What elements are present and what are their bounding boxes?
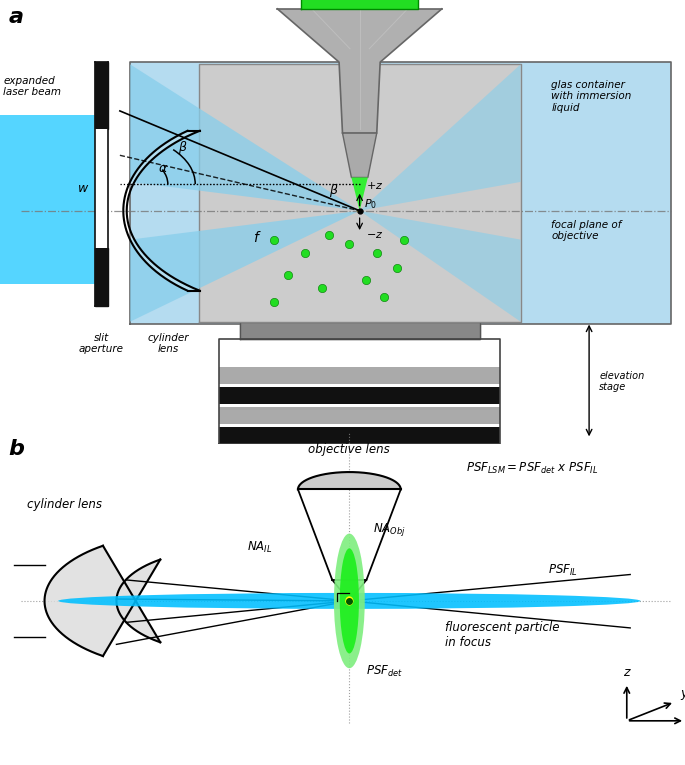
Text: $NA_{IL}$: $NA_{IL}$ (247, 539, 272, 555)
Text: glas container
with immersion
liquid: glas container with immersion liquid (551, 80, 632, 113)
Text: $PSF_{det}$: $PSF_{det}$ (366, 663, 403, 679)
Text: y: y (680, 687, 685, 700)
Text: fluorescent particle
in focus: fluorescent particle in focus (445, 620, 560, 649)
Text: focal plane of
objective: focal plane of objective (551, 220, 622, 241)
Polygon shape (95, 62, 108, 129)
Text: $-z$: $-z$ (366, 230, 384, 240)
Text: a: a (8, 7, 23, 27)
Polygon shape (0, 116, 106, 284)
Polygon shape (130, 62, 671, 324)
Polygon shape (95, 129, 108, 249)
Text: $P_0$: $P_0$ (364, 197, 377, 211)
Polygon shape (277, 9, 442, 133)
Text: cylinder
lens: cylinder lens (147, 333, 188, 354)
Polygon shape (356, 210, 363, 213)
Text: $w$: $w$ (77, 182, 89, 195)
Polygon shape (45, 545, 160, 656)
Text: slit
aperture: slit aperture (79, 333, 124, 354)
Text: gelatine block with
embedded beads: gelatine block with embedded beads (411, 111, 510, 132)
Polygon shape (95, 249, 108, 306)
Polygon shape (130, 64, 360, 210)
Text: $+z$: $+z$ (366, 180, 384, 190)
Text: $NA_{Obj}$: $NA_{Obj}$ (373, 521, 406, 538)
Polygon shape (298, 472, 401, 490)
Polygon shape (360, 64, 521, 210)
Ellipse shape (334, 534, 364, 669)
Ellipse shape (58, 593, 640, 609)
Polygon shape (219, 407, 500, 424)
Text: $PSF_{LSM}= PSF_{det}$ x $PSF_{IL}$: $PSF_{LSM}= PSF_{det}$ x $PSF_{IL}$ (466, 461, 598, 476)
Text: $\beta$: $\beta$ (329, 182, 338, 199)
Text: z: z (623, 666, 630, 679)
Polygon shape (123, 131, 200, 291)
Polygon shape (219, 367, 500, 384)
Polygon shape (351, 177, 368, 210)
Polygon shape (240, 322, 479, 340)
Text: $\beta$: $\beta$ (178, 139, 188, 156)
Polygon shape (219, 387, 500, 404)
Text: $PSF_{IL}$: $PSF_{IL}$ (548, 562, 578, 578)
Polygon shape (199, 64, 521, 322)
Text: $\alpha$: $\alpha$ (158, 161, 168, 174)
Text: elevation
stage: elevation stage (599, 371, 645, 392)
Text: cylinder lens: cylinder lens (27, 498, 102, 511)
Polygon shape (342, 133, 377, 177)
Text: objective lens: objective lens (308, 443, 390, 456)
Text: $n > 1$: $n > 1$ (425, 288, 457, 301)
Text: expanded
laser beam: expanded laser beam (3, 76, 62, 97)
Ellipse shape (340, 549, 359, 653)
Polygon shape (219, 427, 500, 444)
Ellipse shape (345, 596, 353, 606)
Polygon shape (360, 210, 521, 322)
Text: b: b (8, 439, 24, 459)
Polygon shape (301, 0, 418, 9)
Polygon shape (130, 210, 360, 322)
Text: $f$: $f$ (253, 230, 262, 245)
